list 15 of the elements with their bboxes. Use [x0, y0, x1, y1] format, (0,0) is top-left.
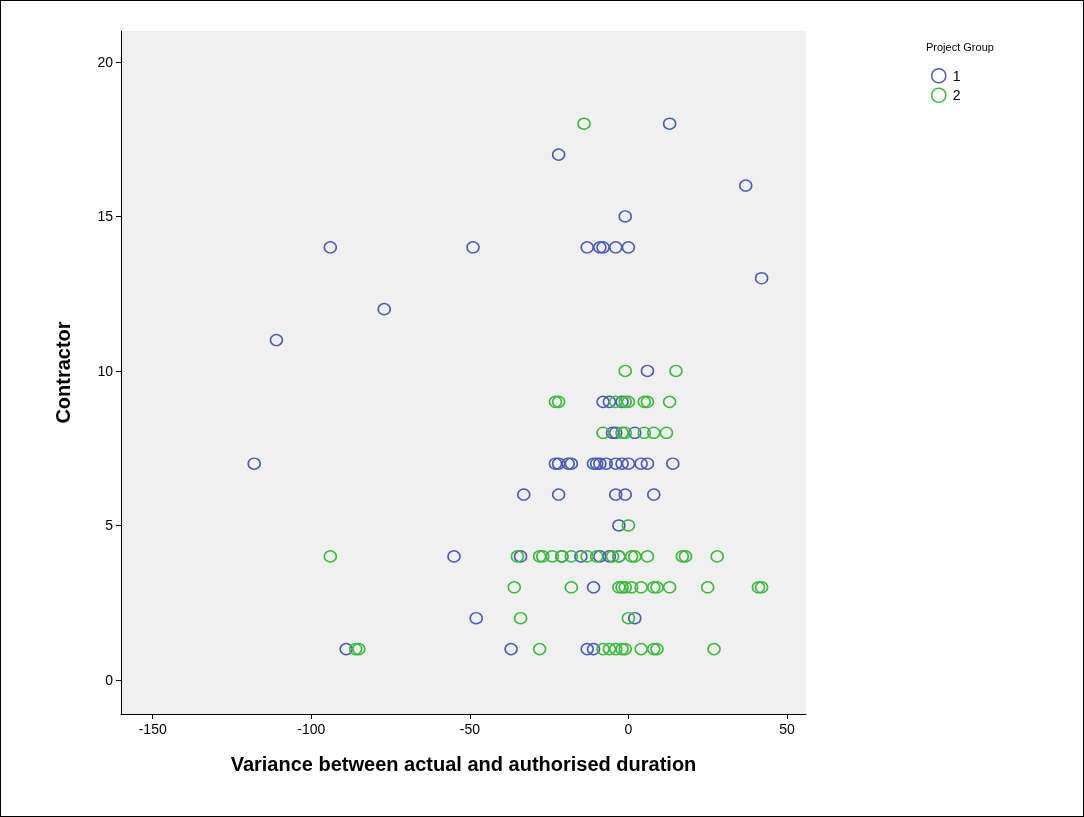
legend-title: Project Group [926, 40, 994, 53]
y-tick-label: 10 [97, 362, 114, 379]
x-tick-label: -100 [297, 721, 326, 737]
legend-label: 2 [952, 87, 961, 104]
legend-label: 1 [952, 67, 961, 84]
y-tick-label: 5 [105, 517, 114, 534]
y-tick-label: 0 [105, 672, 114, 688]
x-axis-title: Variance between actual and authorised duration [230, 753, 697, 775]
x-tick-label: -150 [138, 721, 167, 737]
x-tick-label: 50 [779, 721, 795, 737]
y-tick-label: 20 [97, 53, 114, 70]
y-axis-title: Contractor [52, 321, 74, 424]
y-tick-label: 15 [97, 208, 114, 225]
x-tick-label: -50 [459, 721, 481, 737]
x-tick-label: 0 [624, 721, 633, 737]
